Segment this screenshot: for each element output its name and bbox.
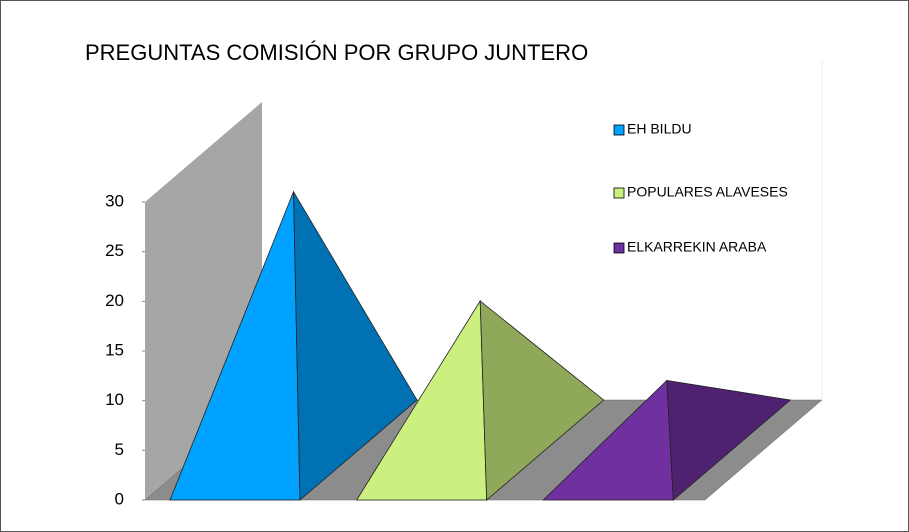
y-tick-label: 30 xyxy=(105,191,124,210)
legend-swatch xyxy=(613,124,625,136)
legend-swatch xyxy=(613,242,625,254)
y-tick-label: 0 xyxy=(115,489,124,508)
pyramid-side xyxy=(293,190,418,501)
legend-label: ELKARREKIN ARABA xyxy=(627,239,767,255)
legend-label: EH BILDU xyxy=(627,121,692,137)
y-tick-label: 20 xyxy=(105,291,124,310)
y-tick-label: 15 xyxy=(105,340,124,359)
y-tick-label: 10 xyxy=(105,390,124,409)
pyramid-side xyxy=(666,379,792,501)
legend-swatch xyxy=(613,187,625,199)
legend-label: POPULARES ALAVESES xyxy=(627,184,788,200)
pyramid-side xyxy=(479,300,605,501)
chart-title: PREGUNTAS COMISIÓN POR GRUPO JUNTERO xyxy=(85,40,588,65)
y-tick-label: 25 xyxy=(105,241,124,260)
y-tick-label: 5 xyxy=(115,440,124,459)
pyramid xyxy=(355,299,605,501)
pyramid xyxy=(169,190,418,501)
pyramid xyxy=(542,379,792,501)
